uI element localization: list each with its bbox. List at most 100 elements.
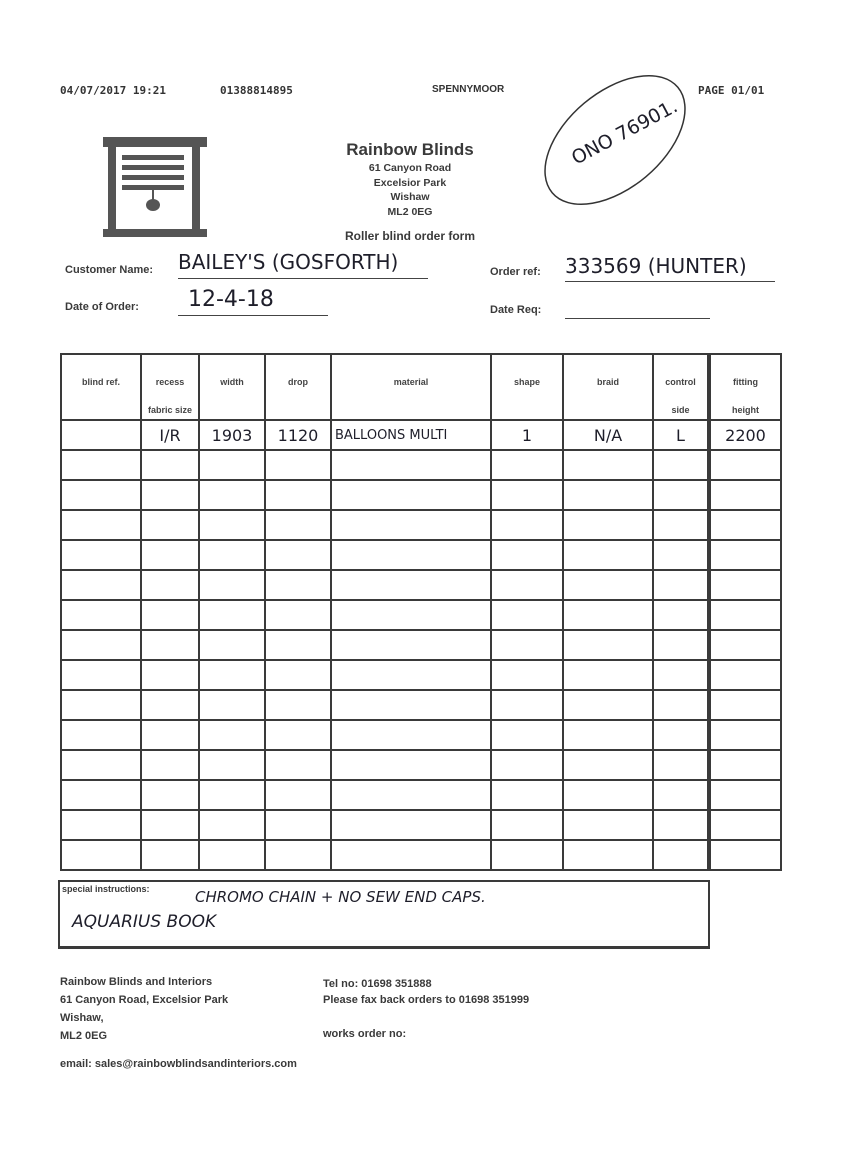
table-cell[interactable]	[562, 809, 654, 841]
table-cell[interactable]	[140, 719, 200, 751]
table-cell[interactable]	[707, 569, 782, 601]
table-cell[interactable]	[490, 449, 564, 481]
table-cell[interactable]	[652, 509, 710, 541]
table-cell[interactable]	[707, 839, 782, 871]
cell-width[interactable]: 1903	[198, 419, 266, 451]
cell-fitting-height[interactable]: 2200	[707, 419, 782, 451]
table-cell[interactable]	[60, 629, 142, 661]
table-cell[interactable]	[60, 689, 142, 721]
table-cell[interactable]	[330, 629, 492, 661]
table-cell[interactable]	[562, 539, 654, 571]
table-cell[interactable]	[490, 719, 564, 751]
table-cell[interactable]	[652, 719, 710, 751]
table-cell[interactable]	[264, 569, 332, 601]
table-cell[interactable]	[264, 479, 332, 511]
table-cell[interactable]	[264, 779, 332, 811]
table-cell[interactable]	[140, 479, 200, 511]
table-cell[interactable]	[490, 689, 564, 721]
table-cell[interactable]	[140, 599, 200, 631]
table-cell[interactable]	[562, 779, 654, 811]
table-cell[interactable]	[140, 809, 200, 841]
table-cell[interactable]	[490, 779, 564, 811]
table-cell[interactable]	[60, 509, 142, 541]
table-cell[interactable]	[140, 659, 200, 691]
table-cell[interactable]	[652, 479, 710, 511]
table-cell[interactable]	[330, 479, 492, 511]
table-cell[interactable]	[707, 449, 782, 481]
table-cell[interactable]	[60, 479, 142, 511]
table-cell[interactable]	[60, 539, 142, 571]
table-cell[interactable]	[490, 539, 564, 571]
table-cell[interactable]	[707, 539, 782, 571]
table-cell[interactable]	[198, 479, 266, 511]
table-cell[interactable]	[652, 749, 710, 781]
table-cell[interactable]	[330, 539, 492, 571]
table-cell[interactable]	[140, 569, 200, 601]
table-cell[interactable]	[707, 749, 782, 781]
table-cell[interactable]	[198, 599, 266, 631]
table-cell[interactable]	[490, 599, 564, 631]
table-cell[interactable]	[198, 689, 266, 721]
table-cell[interactable]	[490, 659, 564, 691]
table-cell[interactable]	[198, 719, 266, 751]
table-cell[interactable]	[60, 719, 142, 751]
table-cell[interactable]	[330, 689, 492, 721]
table-cell[interactable]	[140, 839, 200, 871]
cell-shape[interactable]: 1	[490, 419, 564, 451]
table-cell[interactable]	[198, 509, 266, 541]
table-cell[interactable]	[264, 809, 332, 841]
table-cell[interactable]	[707, 599, 782, 631]
table-cell[interactable]	[652, 689, 710, 721]
table-cell[interactable]	[652, 809, 710, 841]
table-cell[interactable]	[330, 779, 492, 811]
table-cell[interactable]	[60, 809, 142, 841]
table-cell[interactable]	[264, 749, 332, 781]
table-cell[interactable]	[330, 509, 492, 541]
table-cell[interactable]	[562, 839, 654, 871]
table-cell[interactable]	[490, 509, 564, 541]
table-cell[interactable]	[264, 689, 332, 721]
table-cell[interactable]	[707, 479, 782, 511]
table-cell[interactable]	[562, 629, 654, 661]
table-cell[interactable]	[330, 719, 492, 751]
table-cell[interactable]	[707, 779, 782, 811]
table-cell[interactable]	[652, 779, 710, 811]
special-instructions-box[interactable]: special instructions: CHROMO CHAIN + NO …	[58, 880, 710, 949]
table-cell[interactable]	[60, 599, 142, 631]
table-cell[interactable]	[198, 809, 266, 841]
table-cell[interactable]	[140, 779, 200, 811]
table-cell[interactable]	[707, 629, 782, 661]
cell-control-side[interactable]: L	[652, 419, 710, 451]
table-cell[interactable]	[198, 839, 266, 871]
cell-recess[interactable]: I/R	[140, 419, 200, 451]
table-cell[interactable]	[198, 539, 266, 571]
table-cell[interactable]	[490, 749, 564, 781]
table-cell[interactable]	[330, 809, 492, 841]
customer-name-field[interactable]: BAILEY'S (GOSFORTH)	[178, 250, 428, 279]
table-cell[interactable]	[652, 449, 710, 481]
table-cell[interactable]	[707, 509, 782, 541]
table-cell[interactable]	[60, 659, 142, 691]
table-cell[interactable]	[330, 569, 492, 601]
table-cell[interactable]	[562, 509, 654, 541]
table-cell[interactable]	[140, 749, 200, 781]
date-of-order-field[interactable]: 12-4-18	[178, 287, 328, 316]
table-cell[interactable]	[264, 509, 332, 541]
table-cell[interactable]	[60, 569, 142, 601]
table-cell[interactable]	[330, 659, 492, 691]
table-cell[interactable]	[140, 689, 200, 721]
table-cell[interactable]	[652, 569, 710, 601]
date-req-field[interactable]	[565, 304, 710, 319]
table-cell[interactable]	[707, 689, 782, 721]
table-cell[interactable]	[198, 749, 266, 781]
table-cell[interactable]	[264, 539, 332, 571]
table-cell[interactable]	[707, 659, 782, 691]
table-cell[interactable]	[562, 749, 654, 781]
table-cell[interactable]	[264, 629, 332, 661]
table-cell[interactable]	[562, 569, 654, 601]
table-cell[interactable]	[198, 629, 266, 661]
table-cell[interactable]	[60, 749, 142, 781]
table-cell[interactable]	[140, 629, 200, 661]
cell-material[interactable]: BALLOONS MULTI	[330, 419, 492, 451]
table-cell[interactable]	[264, 449, 332, 481]
